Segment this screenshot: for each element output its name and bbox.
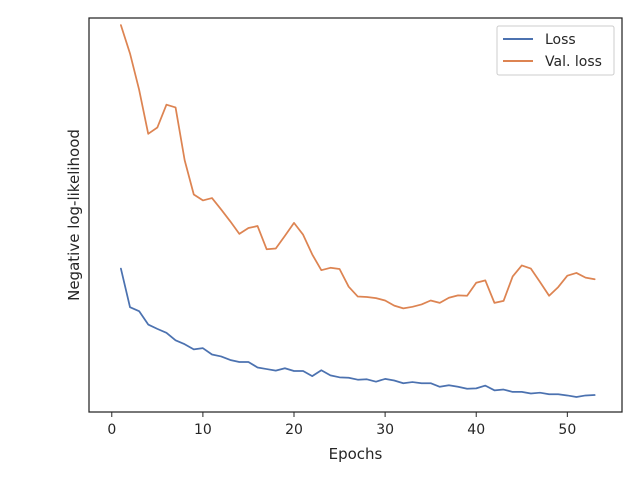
x-tick-label: 0 (107, 422, 116, 438)
x-tick-label: 40 (467, 422, 485, 438)
x-tick-label: 20 (285, 422, 303, 438)
legend-label-loss: Loss (545, 32, 576, 48)
x-axis-label: Epochs (329, 445, 383, 463)
x-tick-label: 50 (558, 422, 576, 438)
x-axis: 0 10 20 30 40 50 (107, 412, 576, 438)
y-axis-label: Negative log-likelihood (65, 129, 83, 301)
series-line-val-loss (120, 24, 596, 310)
series-line-loss (120, 267, 596, 398)
legend: Loss Val. loss (496, 25, 615, 76)
x-tick-label: 10 (194, 422, 212, 438)
x-tick-label: 30 (376, 422, 394, 438)
plot-area (120, 24, 596, 398)
axes-frame (88, 17, 623, 413)
legend-label-val-loss: Val. loss (545, 54, 602, 70)
